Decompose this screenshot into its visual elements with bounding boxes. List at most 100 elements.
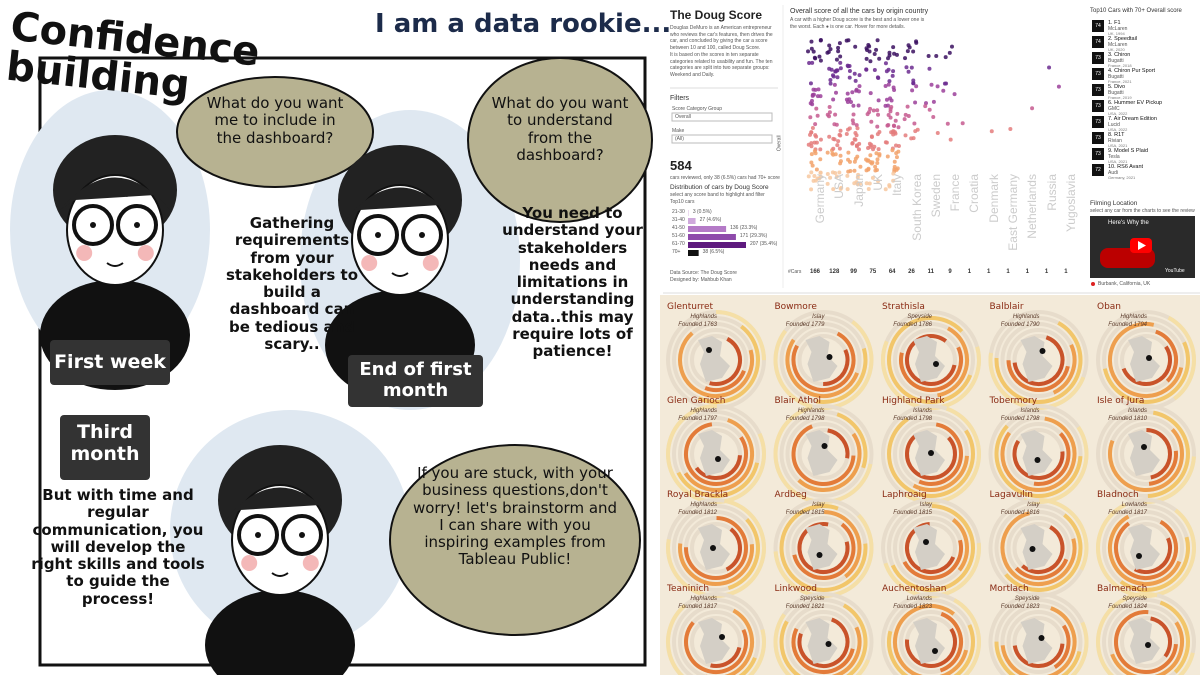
car-dot[interactable] — [854, 123, 859, 128]
car-dot[interactable] — [941, 88, 946, 93]
car-dot[interactable] — [903, 133, 908, 138]
car-dot[interactable] — [866, 187, 871, 192]
car-dot[interactable] — [828, 47, 833, 52]
car-dot[interactable] — [832, 122, 837, 127]
car-dot[interactable] — [837, 146, 842, 151]
car-dot[interactable] — [810, 126, 815, 131]
car-dot[interactable] — [830, 151, 835, 156]
car-dot[interactable] — [852, 181, 857, 186]
car-dot[interactable] — [911, 78, 916, 83]
car-dot[interactable] — [923, 104, 928, 109]
car-dot[interactable] — [871, 108, 876, 113]
car-dot[interactable] — [884, 97, 889, 102]
car-dot[interactable] — [912, 121, 917, 126]
car-dot[interactable] — [905, 49, 910, 54]
car-dot[interactable] — [839, 185, 844, 190]
car-dot[interactable] — [869, 134, 874, 139]
car-dot[interactable] — [875, 38, 880, 43]
car-dot[interactable] — [817, 54, 822, 59]
car-dot[interactable] — [867, 141, 872, 146]
car-dot[interactable] — [845, 187, 850, 192]
car-dot[interactable] — [835, 75, 840, 80]
band-bar[interactable] — [688, 234, 736, 240]
car-dot[interactable] — [893, 118, 898, 123]
car-dot[interactable] — [814, 106, 819, 111]
car-dot[interactable] — [888, 109, 893, 114]
car-dot[interactable] — [809, 98, 814, 103]
car-dot[interactable] — [883, 187, 888, 192]
car-dot[interactable] — [853, 44, 858, 49]
car-dot[interactable] — [886, 67, 891, 72]
car-dot[interactable] — [827, 66, 832, 71]
car-dot[interactable] — [851, 103, 856, 108]
car-dot[interactable] — [838, 159, 843, 164]
car-dot[interactable] — [809, 141, 814, 146]
car-dot[interactable] — [828, 77, 833, 82]
car-dot[interactable] — [844, 131, 849, 136]
car-dot[interactable] — [827, 134, 832, 139]
car-dot[interactable] — [877, 56, 882, 61]
car-dot[interactable] — [873, 164, 878, 169]
car-dot[interactable] — [895, 166, 900, 171]
car-dot[interactable] — [837, 41, 842, 46]
car-dot[interactable] — [872, 52, 877, 57]
car-dot[interactable] — [943, 55, 948, 60]
car-dot[interactable] — [906, 43, 911, 48]
band-bar[interactable] — [688, 210, 689, 216]
car-dot[interactable] — [827, 105, 832, 110]
car-dot[interactable] — [856, 172, 861, 177]
car-dot[interactable] — [935, 131, 940, 136]
car-dot[interactable] — [945, 121, 950, 126]
car-dot[interactable] — [906, 114, 911, 119]
car-dot[interactable] — [835, 143, 840, 148]
car-dot[interactable] — [891, 45, 896, 50]
car-dot[interactable] — [903, 56, 908, 61]
car-dot[interactable] — [833, 152, 838, 157]
car-dot[interactable] — [865, 47, 870, 52]
car-dot[interactable] — [812, 149, 817, 154]
car-dot[interactable] — [866, 167, 871, 172]
car-dot[interactable] — [809, 144, 814, 149]
car-dot[interactable] — [811, 92, 816, 97]
car-dot[interactable] — [1047, 65, 1052, 70]
car-dot[interactable] — [825, 50, 830, 55]
car-dot[interactable] — [864, 157, 869, 162]
car-dot[interactable] — [864, 181, 869, 186]
car-dot[interactable] — [809, 170, 814, 175]
car-dot[interactable] — [949, 44, 954, 49]
car-dot[interactable] — [890, 73, 895, 78]
car-dot[interactable] — [853, 137, 858, 142]
band-bar[interactable] — [688, 226, 727, 232]
car-dot[interactable] — [877, 152, 882, 157]
car-dot[interactable] — [872, 68, 877, 73]
car-dot[interactable] — [818, 170, 823, 175]
car-dot[interactable] — [870, 160, 875, 165]
car-dot[interactable] — [825, 150, 830, 155]
car-dot[interactable] — [883, 61, 888, 66]
car-dot[interactable] — [891, 171, 896, 176]
car-dot[interactable] — [889, 98, 894, 103]
car-dot[interactable] — [845, 91, 850, 96]
car-dot[interactable] — [811, 49, 816, 54]
car-dot[interactable] — [856, 103, 861, 108]
car-dot[interactable] — [960, 121, 965, 126]
car-dot[interactable] — [856, 147, 861, 152]
band-bar[interactable] — [688, 242, 746, 248]
car-dot[interactable] — [828, 175, 833, 180]
car-dot[interactable] — [825, 181, 830, 186]
car-dot[interactable] — [838, 153, 843, 158]
car-dot[interactable] — [852, 71, 857, 76]
car-dot[interactable] — [875, 132, 880, 137]
car-dot[interactable] — [914, 39, 919, 44]
car-dot[interactable] — [909, 65, 914, 70]
car-dot[interactable] — [875, 157, 880, 162]
car-dot[interactable] — [833, 171, 838, 176]
car-dot[interactable] — [846, 64, 851, 69]
car-dot[interactable] — [889, 104, 894, 109]
car-dot[interactable] — [854, 143, 859, 148]
car-dot[interactable] — [833, 69, 838, 74]
car-dot[interactable] — [894, 143, 899, 148]
car-dot[interactable] — [868, 91, 873, 96]
car-dot[interactable] — [876, 98, 881, 103]
car-dot[interactable] — [838, 128, 843, 133]
